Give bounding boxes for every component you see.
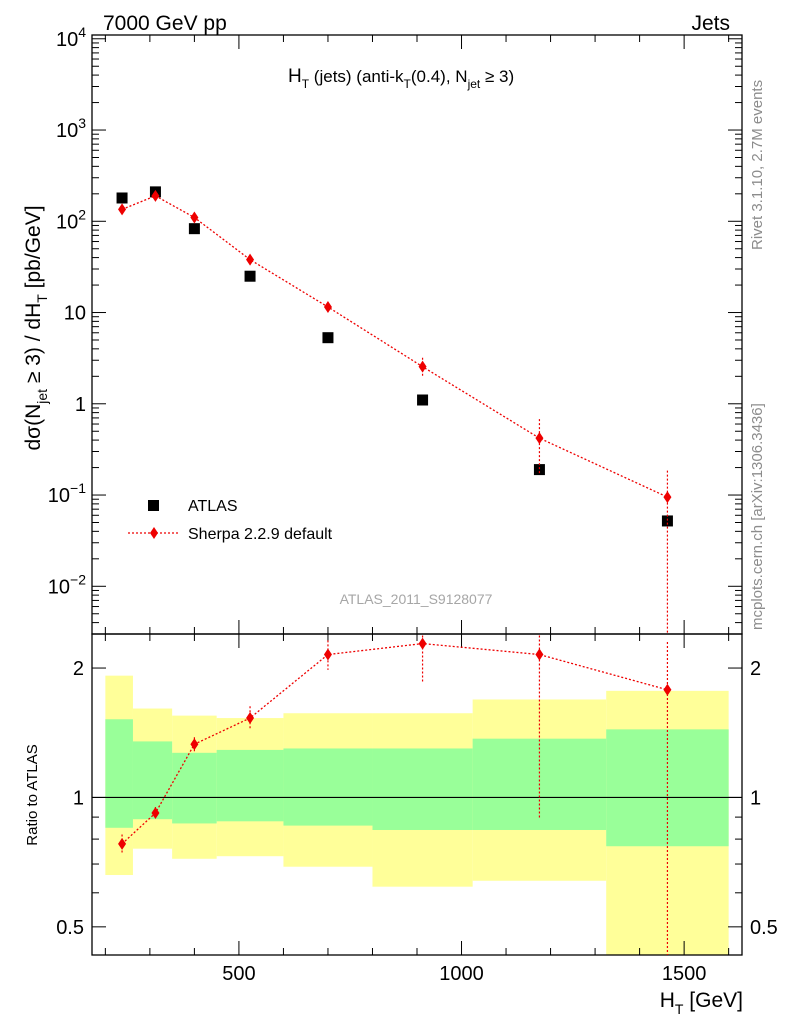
legend: ATLAS Sherpa 2.2.9 default bbox=[128, 498, 333, 543]
main-y-axis-label: dσ(Njet ≥ 3) / dHT [pb/GeV] bbox=[22, 205, 50, 450]
main-y-tick-label: 104 bbox=[56, 24, 86, 51]
sherpa-data-point bbox=[535, 432, 544, 445]
atlas-data-point bbox=[417, 394, 429, 406]
atlas-data-point bbox=[322, 332, 334, 344]
atlas-data-point bbox=[188, 223, 200, 235]
ratio-sherpa-point bbox=[151, 807, 160, 820]
x-tick-label: 500 bbox=[222, 963, 255, 985]
main-plot-frame bbox=[91, 34, 743, 635]
ratio-y-tick-label: 2 bbox=[750, 658, 761, 680]
atlas-data-point bbox=[533, 464, 545, 476]
ratio-stat-band bbox=[105, 719, 133, 828]
ratio-y-tick-label: 1 bbox=[750, 787, 761, 809]
rivet-label: Rivet 3.1.10, 2.7M events bbox=[749, 80, 766, 250]
sherpa-data-point bbox=[246, 253, 255, 266]
legend-sherpa-marker bbox=[150, 527, 158, 539]
sherpa-line bbox=[121, 195, 668, 498]
sherpa-data-point bbox=[118, 203, 127, 216]
header-right-label: Jets bbox=[691, 12, 730, 35]
ratio-sherpa-line bbox=[121, 642, 668, 845]
x-tick-label: 1500 bbox=[662, 963, 707, 985]
ratio-stat-band bbox=[372, 748, 473, 830]
sherpa-data-point bbox=[151, 189, 160, 202]
ratio-y-tick-label: 1 bbox=[73, 787, 84, 809]
legend-atlas-label: ATLAS bbox=[188, 498, 238, 515]
mcplots-label: mcplots.cern.ch [arXiv:1306.3436] bbox=[749, 403, 766, 630]
main-y-tick-label: 102 bbox=[56, 206, 86, 233]
ratio-sherpa-point bbox=[663, 683, 672, 696]
ratio-stat-band bbox=[216, 749, 284, 822]
ratio-y-axis-label: Ratio to ATLAS bbox=[24, 744, 41, 845]
sherpa-data-point bbox=[323, 300, 332, 313]
legend-sherpa-label: Sherpa 2.2.9 default bbox=[188, 526, 333, 543]
main-title: HT (jets) (anti-kT(0.4), Njet ≥ 3) bbox=[288, 66, 514, 91]
atlas-data-point bbox=[661, 515, 673, 527]
ratio-sherpa-point bbox=[190, 738, 199, 751]
main-y-tick-label: 10−1 bbox=[48, 480, 86, 507]
main-y-tick-label: 103 bbox=[56, 115, 86, 142]
x-axis-label: HT [GeV] bbox=[660, 989, 743, 1017]
analysis-watermark: ATLAS_2011_S9128077 bbox=[340, 591, 493, 607]
main-y-tick-label: 10 bbox=[64, 303, 86, 325]
header-left-label: 7000 GeV pp bbox=[103, 12, 227, 35]
x-tick-label: 1000 bbox=[439, 963, 484, 985]
sherpa-data-point bbox=[190, 211, 199, 224]
ratio-stat-band bbox=[283, 748, 373, 826]
ratio-y-tick-label: 0.5 bbox=[56, 917, 84, 939]
ratio-sherpa-point bbox=[323, 648, 332, 661]
main-y-tick-label: 1 bbox=[75, 394, 86, 416]
atlas-data-point bbox=[244, 270, 256, 282]
ratio-y-tick-label: 2 bbox=[73, 658, 84, 680]
ratio-sherpa-point bbox=[535, 648, 544, 661]
ratio-stat-band bbox=[132, 741, 173, 820]
ratio-sherpa-point bbox=[246, 712, 255, 725]
ratio-sherpa-point bbox=[418, 637, 427, 650]
main-y-tick-label: 10−2 bbox=[48, 571, 86, 598]
ratio-stat-band bbox=[172, 752, 217, 824]
ratio-y-tick-label: 0.5 bbox=[750, 917, 778, 939]
sherpa-data-point bbox=[418, 360, 427, 373]
legend-atlas-marker bbox=[148, 500, 159, 511]
sherpa-data-point bbox=[663, 491, 672, 504]
ratio-sherpa-point bbox=[118, 837, 127, 850]
atlas-data-point bbox=[116, 192, 128, 204]
